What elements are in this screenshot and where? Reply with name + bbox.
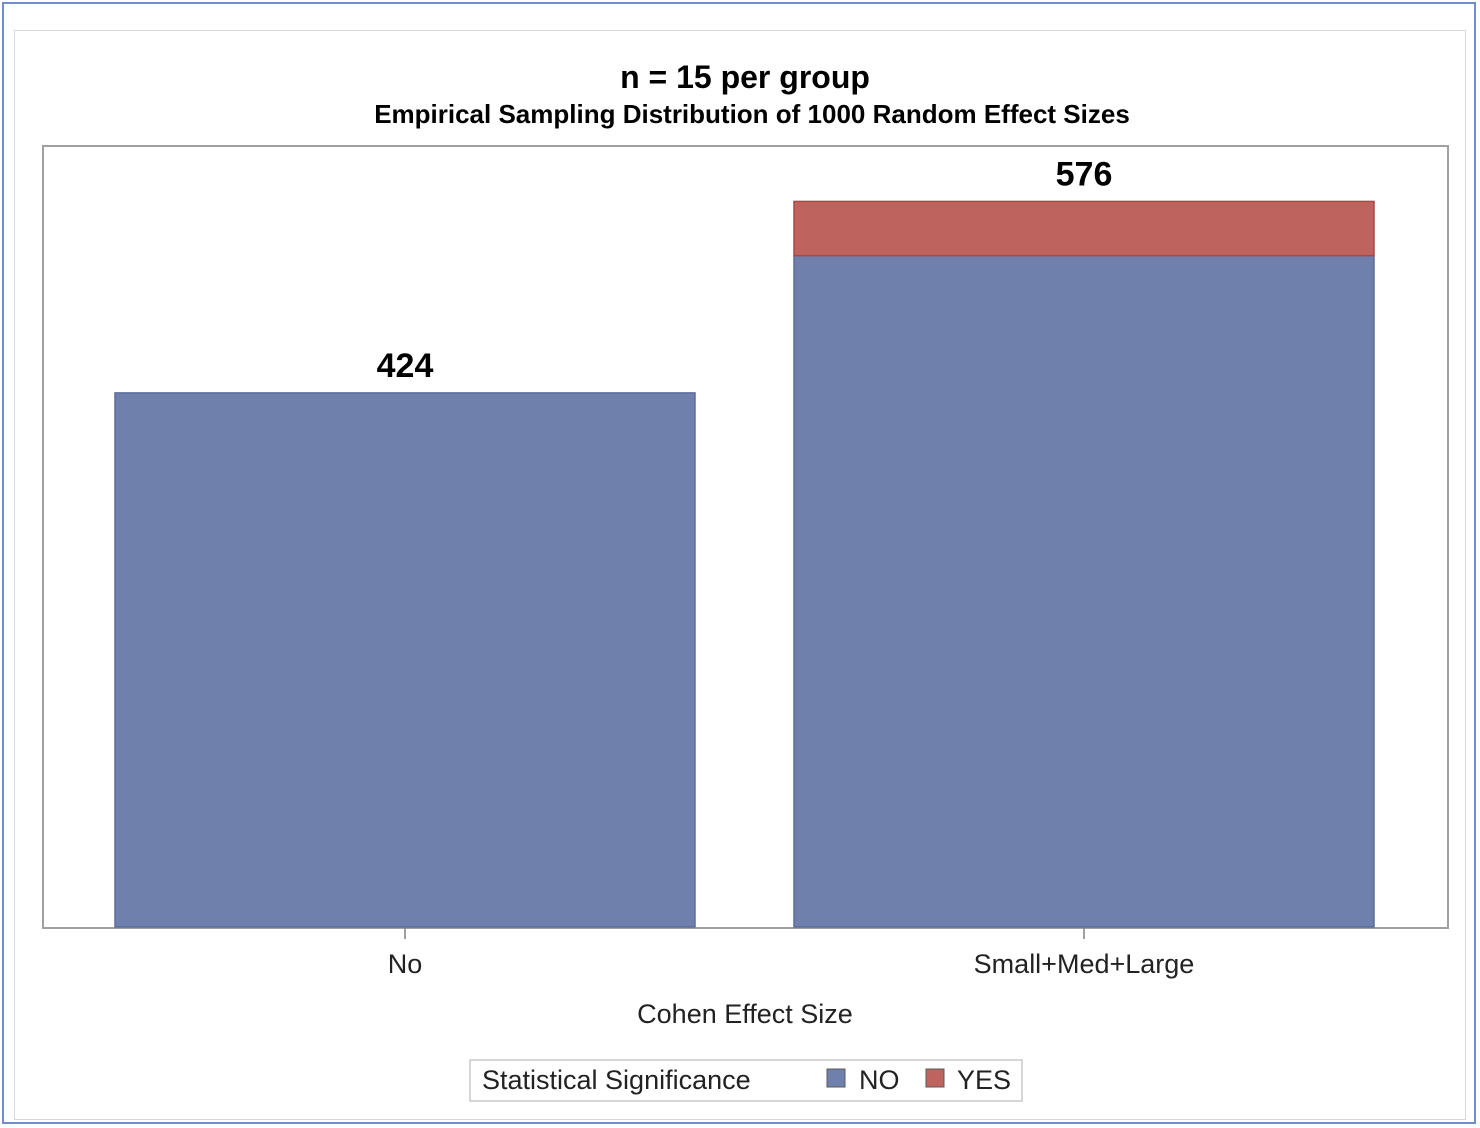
x-tick-label-0: No [388,949,423,979]
legend-title: Statistical Significance [482,1065,751,1095]
bar-labels-layer: 424 576 [377,155,1113,384]
x-axis-ticks: No Small+Med+Large [388,928,1195,979]
x-axis-label: Cohen Effect Size [637,999,853,1029]
legend-swatch-yes [925,1068,945,1088]
legend-label-no: NO [859,1065,900,1095]
legend-swatch-no [826,1068,846,1088]
chart-subtitle: Empirical Sampling Distribution of 1000 … [374,99,1130,129]
bars-layer [114,200,1375,928]
x-tick-label-1: Small+Med+Large [974,949,1195,979]
chart-inner-frame [14,30,1466,1120]
bar-no-0 [114,392,696,928]
bar-total-label-0: 424 [377,347,434,385]
bar-total-label-1: 576 [1056,155,1113,193]
bar-yes-1 [793,200,1375,257]
legend: Statistical Significance NO YES [469,1059,1023,1102]
chart-title: n = 15 per group [620,59,870,95]
bar-no-1 [793,254,1375,928]
legend-label-yes: YES [957,1065,1011,1095]
